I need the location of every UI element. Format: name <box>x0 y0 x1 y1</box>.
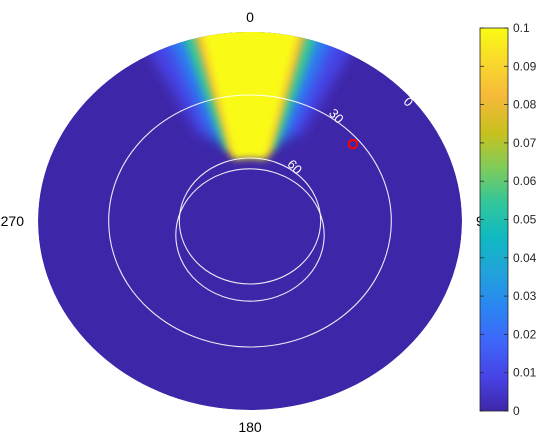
hotspot-core <box>198 32 302 160</box>
colorbar-tick-label: 0 <box>513 404 520 418</box>
colorbar-tick-label: 0.06 <box>513 174 537 188</box>
angle-label-0: 0 <box>246 9 254 25</box>
grid-ring-60 <box>178 157 322 285</box>
colorbar-tick-label: 0.1 <box>513 21 530 35</box>
colorbar-tick-label: 0.08 <box>513 98 537 112</box>
colorbar-tick-label: 0.01 <box>513 366 537 380</box>
grid-ring-30 <box>108 94 392 348</box>
colorbar-tick-label: 0.09 <box>513 59 537 73</box>
marker-point <box>347 138 359 150</box>
colorbar-tick-label: 0.07 <box>513 136 537 150</box>
heatmap-hotspot <box>141 32 359 160</box>
heatmap-background <box>38 32 462 410</box>
colorbar-gradient <box>479 27 509 412</box>
colorbar-tick-label: 0.04 <box>513 251 537 265</box>
angle-label-180: 180 <box>238 419 262 435</box>
marker-layer <box>347 138 359 150</box>
polar-plot-area <box>38 32 462 410</box>
colorbar-ticks: 0 0.01 0.02 0.03 0.04 0.05 0.06 0.07 0.08 0.09 0.1 <box>480 21 537 418</box>
colorbar-tick-label: 0.03 <box>513 289 537 303</box>
colorbar: 0 0.01 0.02 0.03 0.04 0.05 0.06 0.07 0.08 0.09 0.1 <box>479 21 537 418</box>
colorbar-tick-label: 0.05 <box>513 213 537 227</box>
angle-label-270: 270 <box>1 213 25 229</box>
colorbar-tick-label: 0.02 <box>513 327 537 341</box>
grid-ring-inner <box>175 168 325 302</box>
